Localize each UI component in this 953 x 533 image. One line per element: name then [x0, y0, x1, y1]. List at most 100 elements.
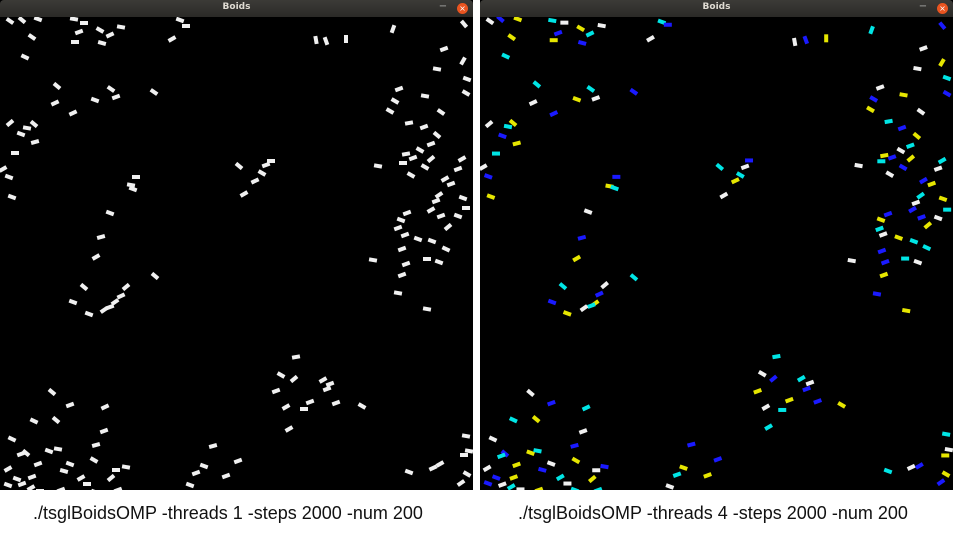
boid: [796, 374, 806, 383]
boid: [250, 177, 260, 185]
boid: [824, 34, 829, 43]
boid: [436, 212, 446, 220]
boid: [533, 448, 542, 454]
boid: [944, 446, 953, 453]
boid: [276, 371, 286, 379]
boid: [482, 464, 492, 473]
boid: [906, 154, 916, 163]
boid: [404, 120, 414, 126]
boid: [435, 460, 445, 468]
boid: [59, 468, 69, 474]
window-titlebar[interactable]: Boids − ×: [480, 0, 953, 17]
boid: [440, 175, 450, 183]
minimize-button[interactable]: −: [918, 1, 928, 12]
boid: [713, 456, 723, 463]
boid: [426, 140, 436, 148]
boid: [17, 17, 27, 25]
boid: [457, 155, 467, 163]
boid: [239, 190, 249, 198]
close-button[interactable]: ×: [937, 3, 948, 14]
boid: [937, 156, 947, 165]
boid: [909, 237, 919, 245]
boid: [813, 398, 823, 405]
boid: [866, 105, 875, 114]
boid: [897, 124, 907, 132]
boid: [385, 107, 395, 115]
boid: [506, 483, 516, 490]
boid: [453, 165, 463, 173]
boid: [586, 302, 596, 309]
boid: [484, 119, 494, 129]
boid: [65, 401, 75, 409]
boid: [883, 210, 893, 218]
boid: [922, 244, 932, 252]
boid: [446, 180, 456, 188]
boid: [393, 290, 403, 296]
boid: [95, 26, 105, 34]
boid: [257, 169, 267, 177]
boid: [757, 369, 767, 378]
boid: [546, 399, 556, 407]
minimize-button[interactable]: −: [438, 1, 448, 12]
boid: [116, 24, 126, 30]
boid: [394, 85, 404, 93]
boid: [919, 176, 928, 185]
boid: [513, 17, 523, 23]
boid: [600, 281, 610, 290]
boid: [612, 174, 621, 179]
boid: [496, 452, 506, 460]
boid: [679, 464, 688, 471]
boid: [570, 442, 579, 449]
boid: [899, 92, 908, 98]
boid: [943, 207, 952, 212]
boid: [432, 130, 442, 140]
boid: [431, 197, 441, 205]
boid: [331, 399, 341, 407]
boid: [572, 254, 582, 263]
boid: [560, 20, 569, 25]
boid: [357, 402, 367, 410]
boid: [923, 221, 933, 230]
boid: [577, 39, 587, 46]
boid: [69, 17, 79, 22]
boid: [462, 470, 472, 478]
boid: [941, 431, 951, 437]
boid: [872, 291, 882, 297]
boid: [901, 307, 911, 314]
boid: [30, 139, 40, 145]
boid: [503, 123, 513, 130]
boid: [581, 404, 591, 412]
boid: [745, 158, 754, 163]
boid: [531, 415, 541, 424]
boid: [917, 214, 926, 221]
boid: [592, 468, 601, 473]
boid: [208, 443, 218, 449]
boid: [563, 481, 572, 486]
boid: [432, 66, 442, 72]
boid: [389, 24, 397, 34]
boid: [427, 237, 437, 245]
window-titlebar[interactable]: Boids − ×: [0, 0, 473, 17]
boid: [33, 17, 43, 23]
boid: [491, 474, 501, 481]
boid: [877, 247, 887, 255]
boid: [121, 282, 131, 292]
boid: [537, 466, 547, 473]
boid: [591, 95, 601, 102]
boid: [99, 306, 109, 314]
boid: [528, 99, 538, 107]
boid: [629, 87, 639, 96]
boid: [423, 257, 431, 261]
boid: [199, 462, 209, 470]
boid: [185, 481, 195, 489]
boid: [284, 425, 294, 433]
boid: [76, 474, 86, 482]
boid: [90, 96, 100, 104]
close-button[interactable]: ×: [457, 3, 468, 14]
boid: [526, 449, 535, 457]
boid: [443, 222, 453, 232]
boid: [408, 154, 418, 162]
boid: [792, 37, 798, 47]
boid: [322, 385, 332, 393]
boid: [91, 442, 101, 448]
